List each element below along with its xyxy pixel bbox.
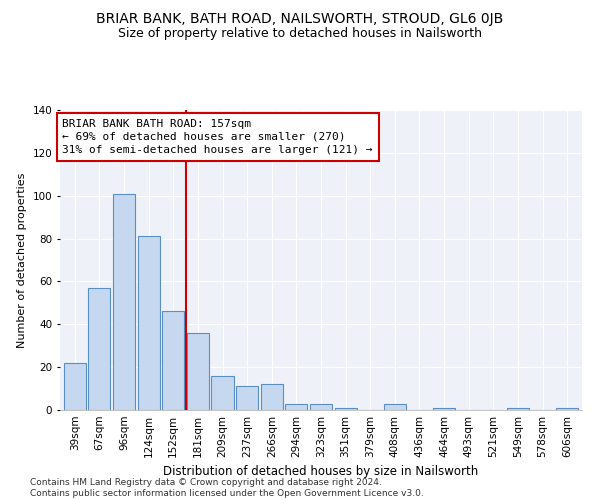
Text: Size of property relative to detached houses in Nailsworth: Size of property relative to detached ho… (118, 28, 482, 40)
Bar (310, 404, 332, 410)
Bar (556, 408, 578, 410)
Bar (260, 384, 283, 410)
Bar (285, 404, 307, 410)
Bar (162, 312, 184, 410)
Bar (113, 194, 135, 410)
Bar (88, 288, 110, 410)
Bar (236, 386, 258, 410)
Bar (433, 408, 455, 410)
Y-axis label: Number of detached properties: Number of detached properties (17, 172, 27, 348)
Bar (187, 333, 209, 410)
Bar (211, 376, 233, 410)
Bar (507, 408, 529, 410)
Text: Contains HM Land Registry data © Crown copyright and database right 2024.
Contai: Contains HM Land Registry data © Crown c… (30, 478, 424, 498)
Bar (384, 404, 406, 410)
Bar (64, 363, 86, 410)
X-axis label: Distribution of detached houses by size in Nailsworth: Distribution of detached houses by size … (163, 466, 479, 478)
Bar (137, 236, 160, 410)
Bar (335, 408, 357, 410)
Text: BRIAR BANK BATH ROAD: 157sqm
← 69% of detached houses are smaller (270)
31% of s: BRIAR BANK BATH ROAD: 157sqm ← 69% of de… (62, 118, 373, 155)
Text: BRIAR BANK, BATH ROAD, NAILSWORTH, STROUD, GL6 0JB: BRIAR BANK, BATH ROAD, NAILSWORTH, STROU… (97, 12, 503, 26)
